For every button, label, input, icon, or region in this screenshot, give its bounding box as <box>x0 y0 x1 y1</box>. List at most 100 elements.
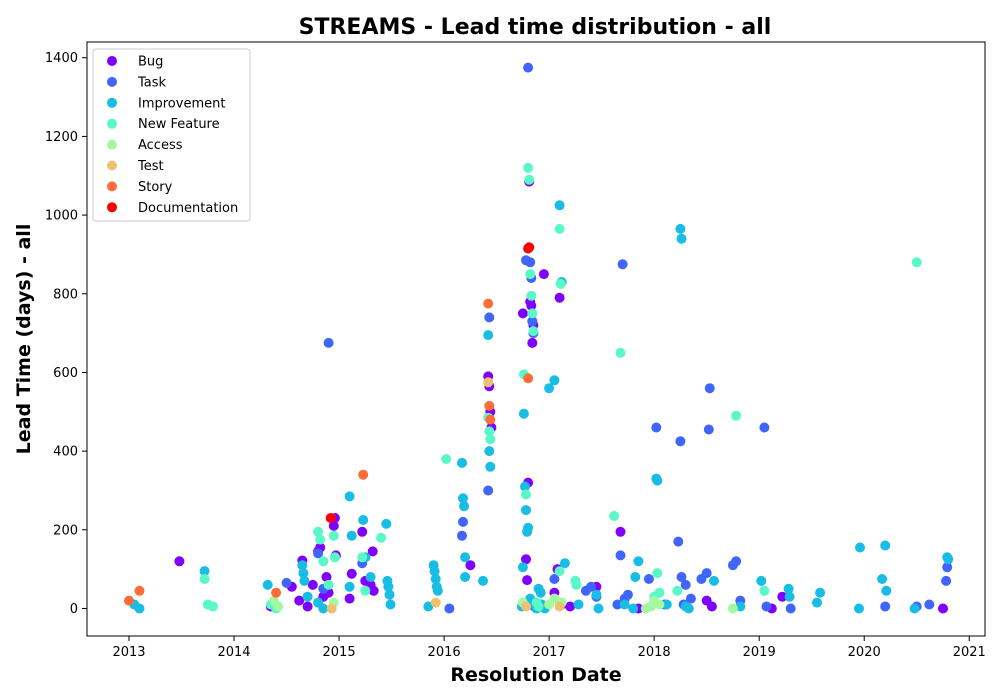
legend-label: Access <box>138 138 183 153</box>
y-axis-label: Lead Time (days) - all <box>13 224 35 455</box>
data-point <box>521 601 531 612</box>
data-point <box>271 587 282 598</box>
data-point <box>483 298 494 309</box>
data-point <box>672 585 683 596</box>
data-point <box>524 174 535 185</box>
data-point <box>630 572 641 582</box>
x-tick-label: 2016 <box>428 645 461 660</box>
data-point <box>457 530 467 541</box>
data-point <box>654 599 665 610</box>
legend-label: Documentation <box>138 201 238 216</box>
data-point <box>615 550 626 561</box>
data-point <box>785 603 796 614</box>
data-point <box>521 505 531 516</box>
data-point <box>909 603 920 614</box>
legend-marker <box>107 160 117 171</box>
data-point <box>522 575 533 586</box>
data-point <box>307 579 318 590</box>
data-point <box>685 593 696 604</box>
x-tick-label: 2015 <box>323 645 356 660</box>
data-point <box>485 434 496 445</box>
data-point <box>376 532 387 543</box>
data-point <box>357 526 368 537</box>
legend-marker <box>107 76 117 87</box>
data-point <box>586 581 597 592</box>
legend-marker <box>107 97 117 108</box>
data-point <box>318 603 329 614</box>
legend: Bug Task Improvement New Feature Access Test S… <box>92 48 251 222</box>
data-point <box>478 575 488 586</box>
data-point <box>302 601 313 612</box>
data-point <box>483 485 494 496</box>
data-point <box>432 585 443 596</box>
data-point <box>756 575 767 586</box>
data-point <box>457 457 467 468</box>
data-point <box>880 540 891 551</box>
data-point <box>458 516 468 527</box>
legend-item: Improvement <box>107 96 225 111</box>
data-point <box>783 583 794 594</box>
data-point <box>323 337 334 348</box>
y-tick-label: 200 <box>53 523 78 538</box>
data-point <box>517 308 528 319</box>
data-point <box>329 552 340 563</box>
series-new-feature <box>199 162 922 614</box>
data-point <box>525 257 536 268</box>
legend-item: Bug <box>107 55 163 70</box>
data-point <box>554 200 565 211</box>
data-point <box>298 568 309 579</box>
data-point <box>523 162 534 173</box>
data-point <box>460 572 471 582</box>
data-point <box>460 552 471 563</box>
data-point <box>815 587 826 598</box>
data-point <box>326 603 337 614</box>
data-point <box>523 522 534 533</box>
data-point <box>622 589 633 600</box>
data-point <box>701 568 712 579</box>
data-point <box>346 568 357 579</box>
data-point <box>444 603 455 614</box>
data-point <box>328 530 339 541</box>
legend-label: Story <box>138 180 173 195</box>
x-axis: 2013 2014 2015 2016 2017 2018 2019 2020 2021 <box>112 636 986 660</box>
data-point <box>134 585 145 596</box>
data-point <box>527 308 538 319</box>
data-point <box>518 408 529 419</box>
data-point <box>709 575 719 586</box>
data-point <box>911 257 922 268</box>
plot-frame <box>86 41 986 637</box>
data-point <box>321 572 332 582</box>
legend-marker <box>107 181 117 192</box>
data-point <box>731 556 742 567</box>
data-point <box>528 326 539 337</box>
y-tick-label: 800 <box>53 287 78 302</box>
data-point <box>484 400 495 411</box>
data-point <box>615 526 626 537</box>
y-tick-label: 1400 <box>45 51 78 66</box>
data-point <box>365 572 376 582</box>
data-point <box>855 542 865 553</box>
legend-marker <box>107 139 117 150</box>
data-point <box>554 223 565 234</box>
data-point <box>661 599 672 610</box>
data-point <box>313 526 324 537</box>
data-point <box>323 579 334 590</box>
data-point <box>124 595 134 606</box>
data-point <box>675 223 686 234</box>
data-point <box>458 493 468 504</box>
x-axis-label: Resolution Date <box>450 664 621 686</box>
data-point <box>383 581 394 592</box>
data-point <box>527 316 538 327</box>
data-point <box>633 556 644 567</box>
data-point <box>941 575 952 586</box>
data-point <box>281 577 292 588</box>
data-point <box>485 461 496 472</box>
data-point <box>609 511 620 521</box>
data-point <box>523 62 534 73</box>
data-point <box>759 422 770 433</box>
data-point <box>358 469 369 480</box>
y-tick-label: 400 <box>53 445 78 460</box>
data-point <box>483 330 494 341</box>
data-point <box>328 520 339 531</box>
data-point <box>521 554 531 565</box>
